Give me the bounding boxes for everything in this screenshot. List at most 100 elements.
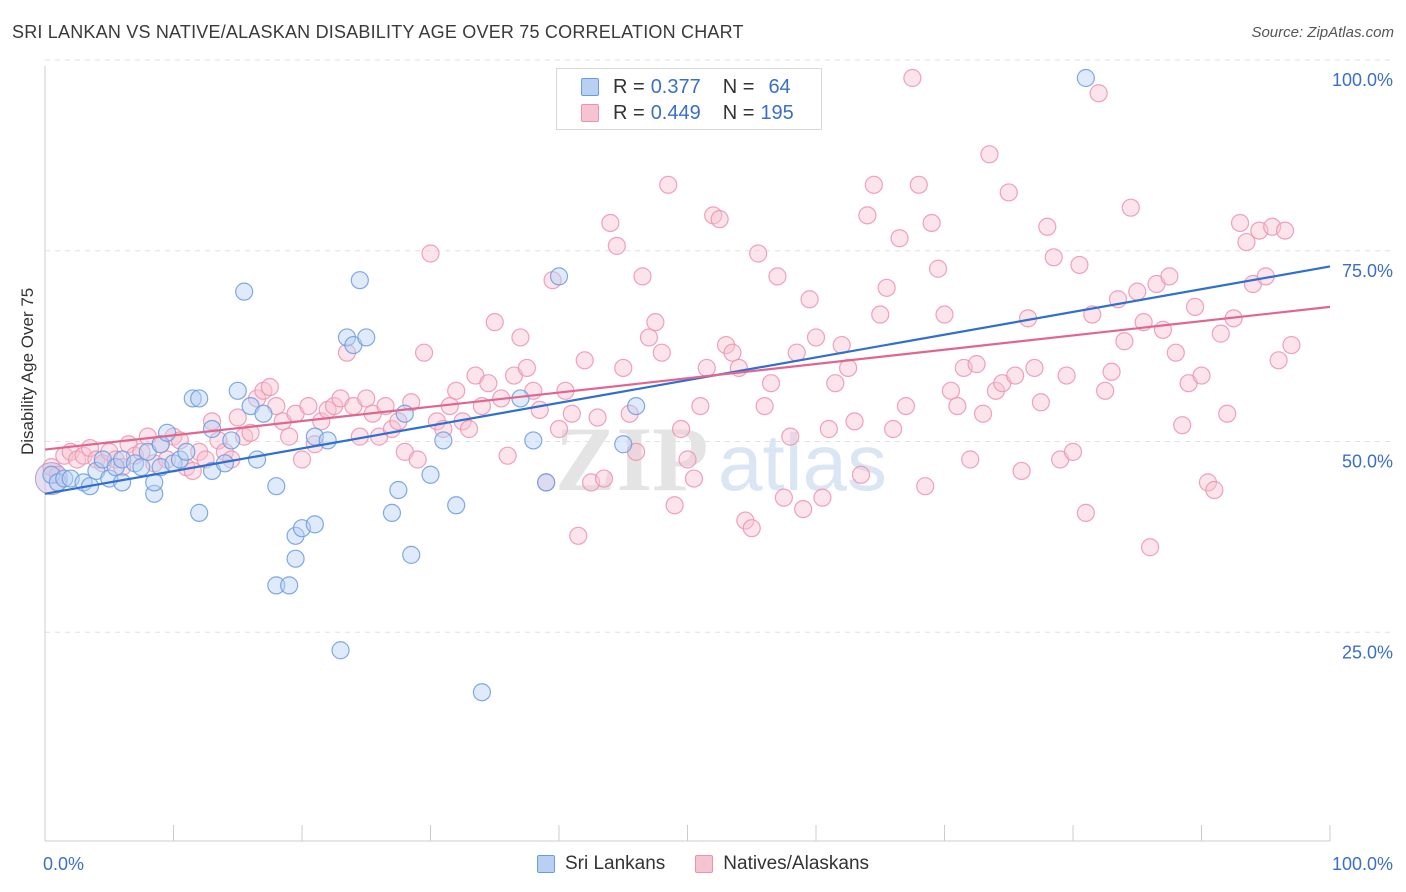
point-sri-lankans	[331, 641, 350, 660]
point-natives-alaskans	[646, 313, 665, 332]
point-sri-lankans	[170, 450, 190, 469]
point-natives-alaskans	[569, 526, 588, 545]
point-natives-alaskans	[325, 396, 344, 416]
point-sri-lankans	[626, 396, 646, 416]
point-natives-alaskans	[742, 519, 761, 538]
point-sri-lankans	[280, 576, 299, 595]
legend-n-value: 64	[768, 75, 791, 98]
tick-labels: 25.0% 50.0% 75.0% 100.0% 0.0% 100.0%	[43, 70, 1393, 874]
point-natives-alaskans	[1031, 393, 1050, 412]
point-natives-alaskans	[594, 469, 614, 488]
point-natives-alaskans	[1096, 381, 1115, 400]
point-natives-alaskans	[1006, 366, 1025, 385]
point-sri-lankans	[254, 404, 273, 423]
source-label: Source: ZipAtlas.com	[1251, 24, 1394, 41]
point-natives-alaskans	[973, 404, 993, 423]
axes	[44, 66, 1331, 842]
point-sri-lankans	[267, 477, 286, 496]
point-sri-lankans	[318, 431, 337, 450]
point-natives-alaskans	[633, 267, 652, 286]
point-natives-alaskans	[1275, 221, 1295, 240]
point-natives-alaskans	[710, 210, 729, 229]
point-natives-alaskans	[716, 335, 736, 355]
point-natives-alaskans	[749, 244, 768, 263]
point-natives-alaskans	[607, 236, 626, 255]
point-sri-lankans	[1076, 68, 1095, 88]
trend-line-sri-lankans	[44, 265, 1331, 495]
point-natives-alaskans	[806, 328, 826, 347]
point-natives-alaskans	[684, 469, 704, 488]
legend-n-value: 195	[760, 101, 794, 124]
point-natives-alaskans	[517, 358, 536, 378]
point-natives-alaskans	[1192, 366, 1211, 385]
point-natives-alaskans	[871, 305, 890, 324]
point-sri-lankans	[434, 431, 453, 450]
series-natives-alaskans	[34, 68, 1301, 557]
legend-swatch-pink	[695, 855, 714, 873]
point-natives-alaskans	[1070, 255, 1089, 275]
point-sri-lankans	[235, 282, 254, 301]
point-natives-alaskans	[1218, 404, 1237, 423]
point-sri-lankans	[305, 515, 324, 534]
point-natives-alaskans	[280, 427, 299, 446]
point-natives-alaskans	[864, 175, 883, 194]
point-natives-alaskans	[292, 450, 312, 469]
point-natives-alaskans	[312, 412, 331, 431]
legend-item-sri-lankans: Sri Lankans	[536, 853, 665, 875]
point-natives-alaskans	[755, 396, 774, 416]
point-natives-alaskans	[851, 465, 871, 484]
y-tick-label: 50.0%	[1342, 452, 1393, 472]
point-natives-alaskans	[697, 358, 716, 378]
point-natives-alaskans	[299, 396, 318, 416]
legend-item-natives-alaskans: Natives/Alaskans	[695, 853, 869, 875]
point-sri-lankans	[350, 271, 369, 290]
point-natives-alaskans	[678, 450, 697, 469]
point-natives-alaskans	[1038, 217, 1057, 236]
point-natives-alaskans	[659, 175, 678, 194]
point-natives-alaskans	[691, 396, 710, 416]
x-tick-label: 100.0%	[1332, 854, 1393, 874]
legend-row-sri-lankans: R = 0.377 N = 64	[581, 74, 791, 100]
y-axis-label: Disability Age Over 75	[18, 287, 37, 455]
point-natives-alaskans	[845, 412, 864, 431]
legend-swatch-blue	[581, 78, 599, 96]
point-natives-alaskans	[794, 499, 813, 519]
y-tick-label: 25.0%	[1342, 642, 1393, 662]
point-natives-alaskans	[671, 419, 691, 439]
point-natives-alaskans	[402, 393, 421, 412]
point-sri-lankans	[472, 683, 491, 702]
point-natives-alaskans	[826, 374, 845, 393]
point-natives-alaskans	[909, 175, 928, 194]
point-natives-alaskans	[1198, 473, 1218, 492]
point-natives-alaskans	[948, 396, 967, 416]
point-sri-lankans	[190, 503, 209, 523]
point-natives-alaskans	[614, 358, 633, 378]
point-natives-alaskans	[639, 328, 659, 347]
point-natives-alaskans	[1160, 267, 1179, 286]
legend-n-label: N =	[722, 101, 755, 124]
point-natives-alaskans	[896, 396, 916, 416]
point-sri-lankans	[157, 423, 177, 442]
point-natives-alaskans	[1185, 297, 1205, 316]
point-sri-lankans	[337, 328, 357, 347]
point-natives-alaskans	[1063, 442, 1083, 461]
point-natives-alaskans	[858, 206, 877, 225]
x-tick-label: 0.0%	[43, 854, 84, 874]
point-natives-alaskans	[1128, 282, 1147, 301]
point-natives-alaskans	[1269, 351, 1288, 370]
point-natives-alaskans	[389, 412, 408, 431]
legend-swatch-blue	[536, 855, 555, 873]
point-natives-alaskans	[800, 290, 819, 309]
y-tick-label: 100.0%	[1332, 70, 1393, 90]
point-natives-alaskans	[575, 351, 594, 370]
point-natives-alaskans	[1205, 480, 1224, 500]
point-natives-alaskans	[1115, 332, 1134, 351]
point-sri-lankans	[395, 404, 414, 423]
legend-r-value: 0.377	[650, 75, 701, 98]
point-natives-alaskans	[357, 389, 376, 408]
point-sri-lankans	[614, 435, 633, 454]
point-natives-alaskans	[511, 328, 530, 347]
point-natives-alaskans	[723, 343, 742, 362]
point-sri-lankans	[106, 458, 125, 477]
